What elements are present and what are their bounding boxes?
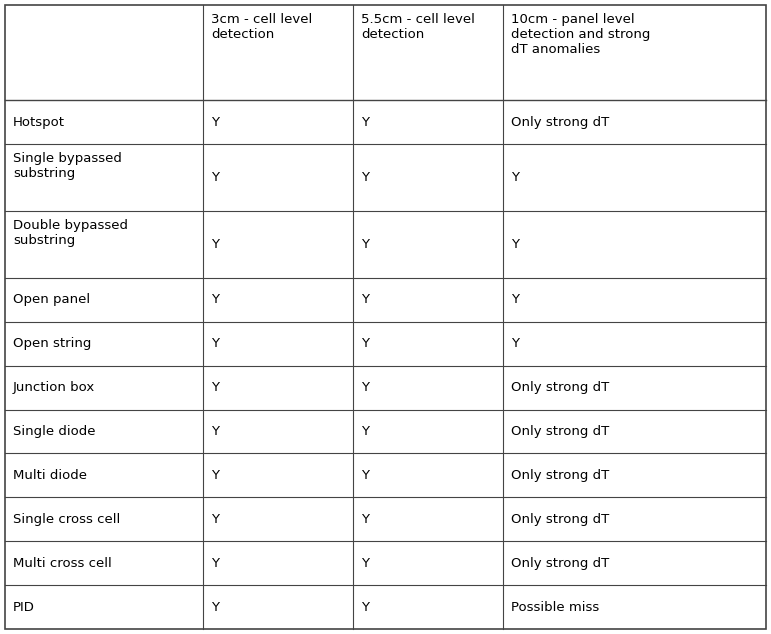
Text: Single cross cell: Single cross cell [13,513,120,526]
Text: Y: Y [511,294,519,306]
Text: Only strong dT: Only strong dT [511,381,609,394]
Text: Y: Y [511,171,519,184]
Text: Y: Y [361,469,369,482]
Text: Y: Y [511,337,519,350]
Text: Only strong dT: Only strong dT [511,513,609,526]
Text: Y: Y [211,116,219,129]
Text: Only strong dT: Only strong dT [511,469,609,482]
Text: Y: Y [361,600,369,614]
Text: Open panel: Open panel [13,294,90,306]
Text: Multi cross cell: Multi cross cell [13,557,112,570]
Text: Multi diode: Multi diode [13,469,87,482]
Text: Y: Y [361,238,369,251]
Text: Y: Y [211,171,219,184]
Text: Y: Y [361,337,369,350]
Text: Y: Y [361,557,369,570]
Text: Only strong dT: Only strong dT [511,425,609,438]
Text: 5.5cm - cell level
detection: 5.5cm - cell level detection [361,13,475,41]
Text: Y: Y [211,469,219,482]
Text: 3cm - cell level
detection: 3cm - cell level detection [211,13,312,41]
Text: Y: Y [211,513,219,526]
Text: Y: Y [211,600,219,614]
Text: Y: Y [361,171,369,184]
Text: Possible miss: Possible miss [511,600,599,614]
Text: Y: Y [361,381,369,394]
Text: Y: Y [211,294,219,306]
Text: Single bypassed
substring: Single bypassed substring [13,152,122,180]
Text: Hotspot: Hotspot [13,116,65,129]
Text: Y: Y [361,294,369,306]
Text: Y: Y [211,381,219,394]
Text: Y: Y [211,238,219,251]
Text: Open string: Open string [13,337,92,350]
Text: 10cm - panel level
detection and strong
dT anomalies: 10cm - panel level detection and strong … [511,13,651,56]
Text: Y: Y [211,425,219,438]
Text: Junction box: Junction box [13,381,96,394]
Text: Y: Y [211,337,219,350]
Text: PID: PID [13,600,35,614]
Text: Single diode: Single diode [13,425,96,438]
Text: Y: Y [361,425,369,438]
Text: Y: Y [361,513,369,526]
Text: Only strong dT: Only strong dT [511,116,609,129]
Text: Double bypassed
substring: Double bypassed substring [13,219,128,247]
Text: Only strong dT: Only strong dT [511,557,609,570]
Text: Y: Y [211,557,219,570]
Text: Y: Y [511,238,519,251]
Text: Y: Y [361,116,369,129]
